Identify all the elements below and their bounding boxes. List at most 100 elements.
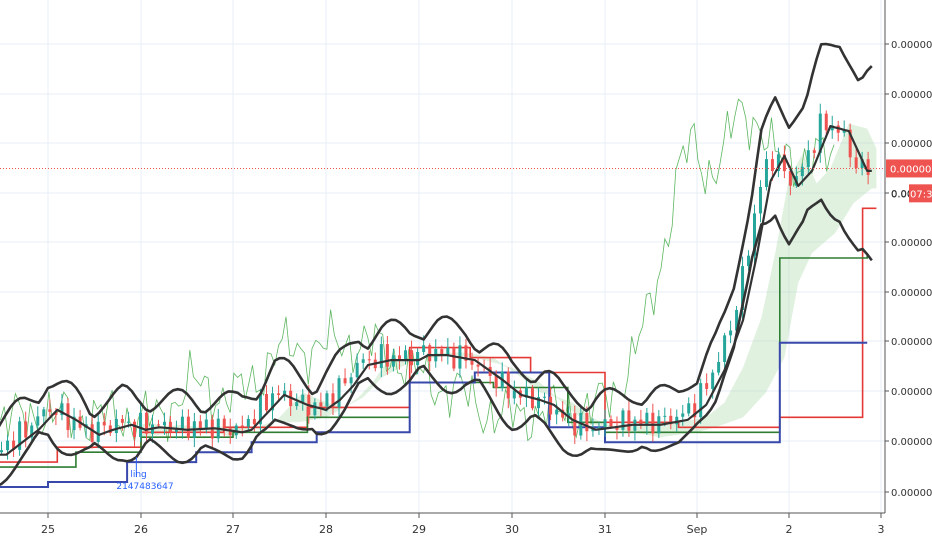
candle-body [645,412,649,426]
y-tick-label: 0.00000270 [891,90,932,101]
candle-body [72,416,76,431]
candle-body [174,429,178,432]
candle-body [379,344,383,369]
candle-body [699,383,703,418]
candle-body [60,403,64,416]
candle-body [669,415,673,425]
candle-body [776,154,780,172]
candle-body [812,150,816,153]
candle-body [397,355,401,360]
candle-body [615,426,619,430]
candle-body [512,390,516,399]
candle-body [0,450,3,453]
candle-body [687,403,691,414]
candle-body [543,396,547,398]
x-tick-label: 28 [319,523,333,536]
candle-body [555,409,559,415]
candle-body [204,419,208,429]
candle-body [186,416,190,438]
y-tick-label: 0.00000280 [891,40,932,51]
candle-body [108,425,112,434]
candle-body [18,421,22,450]
candle-body [464,345,468,361]
candle-body [735,310,739,331]
candle-body [818,113,822,153]
candle-body [355,362,359,378]
candle-body [410,350,414,366]
candle-body [258,394,262,425]
candle-body [228,428,232,436]
candle-body [770,159,774,172]
candle-body [156,424,160,426]
candle-body [168,421,172,432]
candle-body [30,425,34,438]
annotation-label: ling [130,470,146,480]
candle-body [866,159,870,175]
candle-body [114,418,118,434]
candle-body [222,418,226,429]
candle-body [860,159,864,168]
candle-body [145,412,149,434]
green-level-line [0,253,868,468]
candle-body [422,345,426,352]
candle-body [651,412,655,434]
candle-body [96,421,100,442]
countdown-badge [909,184,932,203]
candle-body [313,402,317,416]
candle-body [162,421,166,426]
candle-body [567,413,571,418]
y-tick-label: 0.00000200 [891,437,932,448]
x-tick-label: 29 [412,523,426,536]
candle-body [120,418,124,423]
y-tick-label: 0.00000190 [891,488,932,499]
candle-body [361,359,365,363]
candle-body [597,427,601,429]
x-tick-label: Sep [687,523,708,536]
candle-body [349,377,353,384]
plot-area[interactable] [0,42,885,488]
x-tick-label: 25 [41,523,55,536]
x-tick-label: 26 [134,523,148,536]
candle-body [494,375,498,388]
candle-body [416,351,420,366]
countdown-badge-text: 07:35 [910,189,932,200]
candle-body [337,378,341,408]
candle-body [705,383,709,389]
candle-body [36,416,40,426]
candle-body [711,372,715,389]
candle-body [764,159,768,187]
candle-body [240,425,244,427]
y-tick-label: 0.00000260 [891,139,932,150]
candle-body [663,415,667,417]
candle-body [343,378,347,384]
candle-body [42,409,46,417]
candle-body [729,330,733,336]
x-tick-label: 31 [598,523,612,536]
candle-body [283,390,287,395]
candle-body [800,167,804,177]
x-tick-label: 3 [878,523,885,536]
candle-body [331,393,335,408]
candle-body [264,394,268,411]
candle-body [693,403,697,418]
candle-body [806,150,810,168]
candle-body [301,394,305,403]
x-tick-label: 30 [505,523,519,536]
candle-body [854,157,858,168]
candle-body [180,416,184,430]
annotation-value: 2147483647 [116,482,173,492]
candle-body [842,129,846,133]
candle-body [788,171,792,186]
x-tick-label: 27 [226,523,240,536]
candle-body [102,421,106,426]
current-price-badge [886,159,932,178]
candle-body [537,397,541,409]
partial-price-label: 0.000 [891,189,920,200]
candle-body [428,345,432,362]
candle-body [753,213,756,256]
candle-body [139,412,143,438]
candle-body [717,362,721,373]
x-tick-label: 2 [786,523,793,536]
candle-body [440,349,444,355]
